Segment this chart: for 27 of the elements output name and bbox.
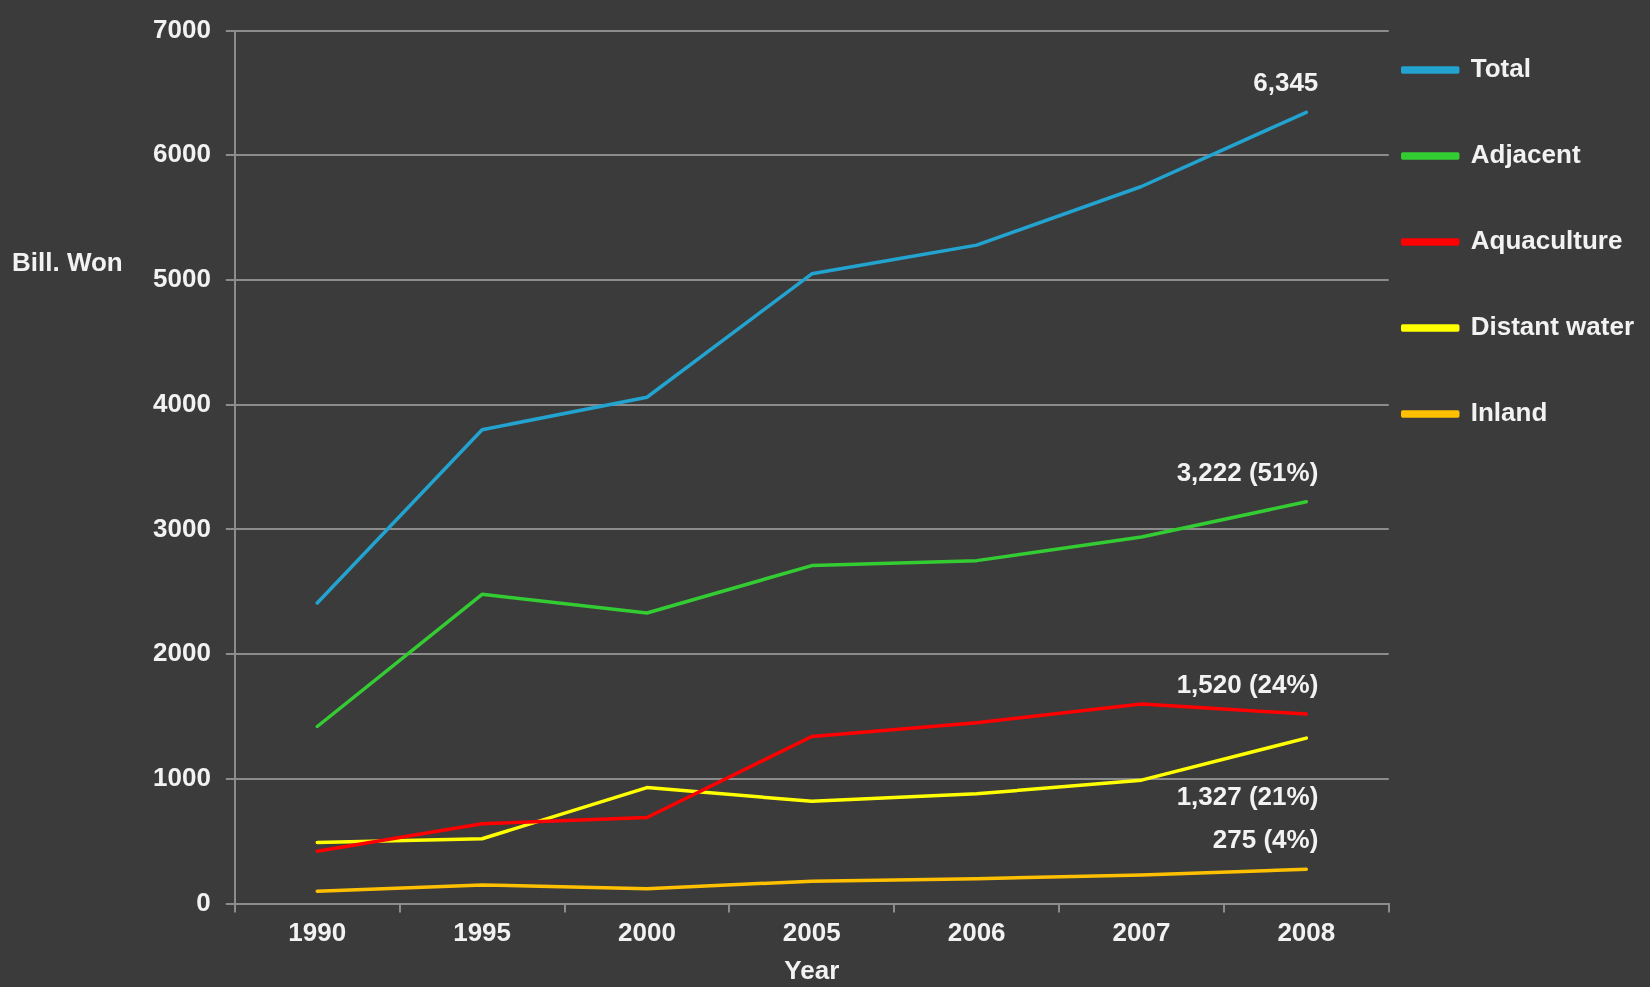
y-tick-label: 5000 xyxy=(153,263,211,294)
x-tick-label: 1995 xyxy=(453,917,512,948)
x-tick-label: 2005 xyxy=(782,917,841,948)
legend-label: Total xyxy=(1470,53,1531,84)
y-axis-title: Bill. Won xyxy=(12,246,123,277)
x-tick-label: 2000 xyxy=(618,917,676,948)
legend-label: Aquaculture xyxy=(1470,225,1623,256)
y-tick-label: 4000 xyxy=(153,387,211,418)
legend-label: Inland xyxy=(1470,397,1548,428)
y-tick-label: 2000 xyxy=(153,637,211,668)
data-label: 275 (4%) xyxy=(1212,824,1319,855)
x-tick-label: 2007 xyxy=(1112,917,1171,948)
y-tick-label: 1000 xyxy=(153,762,211,793)
data-label: 1,327 (21%) xyxy=(1176,781,1319,812)
y-tick-label: 0 xyxy=(196,886,211,917)
y-tick-label: 3000 xyxy=(153,512,211,543)
x-axis-title: Year xyxy=(784,954,840,985)
legend-label: Adjacent xyxy=(1470,139,1581,170)
data-label: 3,222 (51%) xyxy=(1176,456,1319,487)
y-tick-label: 6000 xyxy=(153,138,211,169)
legend-label: Distant water xyxy=(1470,311,1634,342)
x-tick-label: 1990 xyxy=(288,917,347,948)
x-tick-label: 2006 xyxy=(947,917,1006,948)
data-label: 1,520 (24%) xyxy=(1176,669,1319,700)
data-label: 6,345 xyxy=(1253,67,1319,98)
y-tick-label: 7000 xyxy=(153,13,211,44)
x-tick-label: 2008 xyxy=(1277,917,1336,948)
